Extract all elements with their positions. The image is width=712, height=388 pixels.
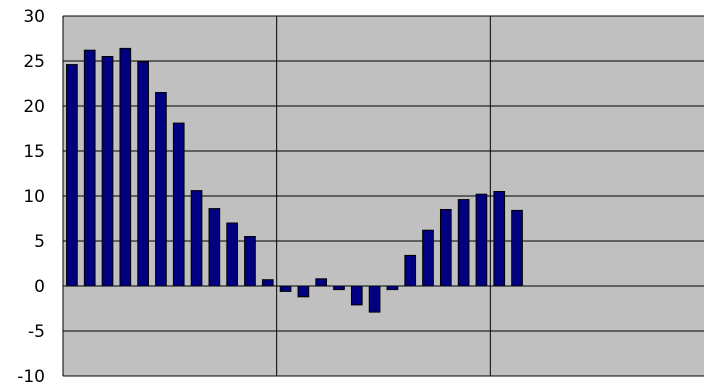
bar — [137, 61, 149, 287]
bar — [261, 279, 274, 287]
bar — [475, 193, 488, 287]
bar — [493, 191, 506, 287]
bar — [279, 285, 292, 292]
bar — [404, 254, 417, 287]
bar — [208, 208, 221, 287]
y-axis-tick-labels: 30 25 20 15 10 5 0 -5 -10 — [17, 7, 45, 387]
bar — [368, 285, 381, 313]
y-tick-label: 20 — [23, 97, 45, 117]
gridlines — [63, 15, 704, 377]
bar — [350, 285, 363, 306]
y-tick-label: 5 — [34, 232, 45, 252]
bar — [386, 285, 399, 291]
bar — [333, 285, 345, 291]
bar — [315, 278, 328, 287]
bar — [511, 209, 523, 287]
bar — [244, 236, 256, 287]
bar — [172, 122, 185, 287]
y-tick-label: 15 — [23, 142, 45, 162]
bar — [101, 56, 114, 287]
bar — [457, 199, 470, 287]
bar — [119, 47, 132, 287]
y-tick-label: 25 — [23, 52, 45, 72]
bar — [83, 49, 96, 287]
bar — [439, 209, 452, 287]
bar — [66, 64, 78, 287]
bar — [155, 92, 167, 287]
bar — [297, 285, 310, 298]
y-tick-label: 30 — [23, 7, 45, 27]
bar — [422, 229, 434, 287]
y-tick-label: -10 — [17, 367, 45, 387]
y-tick-label: 10 — [23, 187, 45, 207]
bars — [66, 47, 523, 313]
bar — [190, 190, 203, 287]
y-tick-label: 0 — [34, 277, 45, 297]
y-tick-label: -5 — [28, 322, 45, 342]
bar — [226, 222, 238, 287]
